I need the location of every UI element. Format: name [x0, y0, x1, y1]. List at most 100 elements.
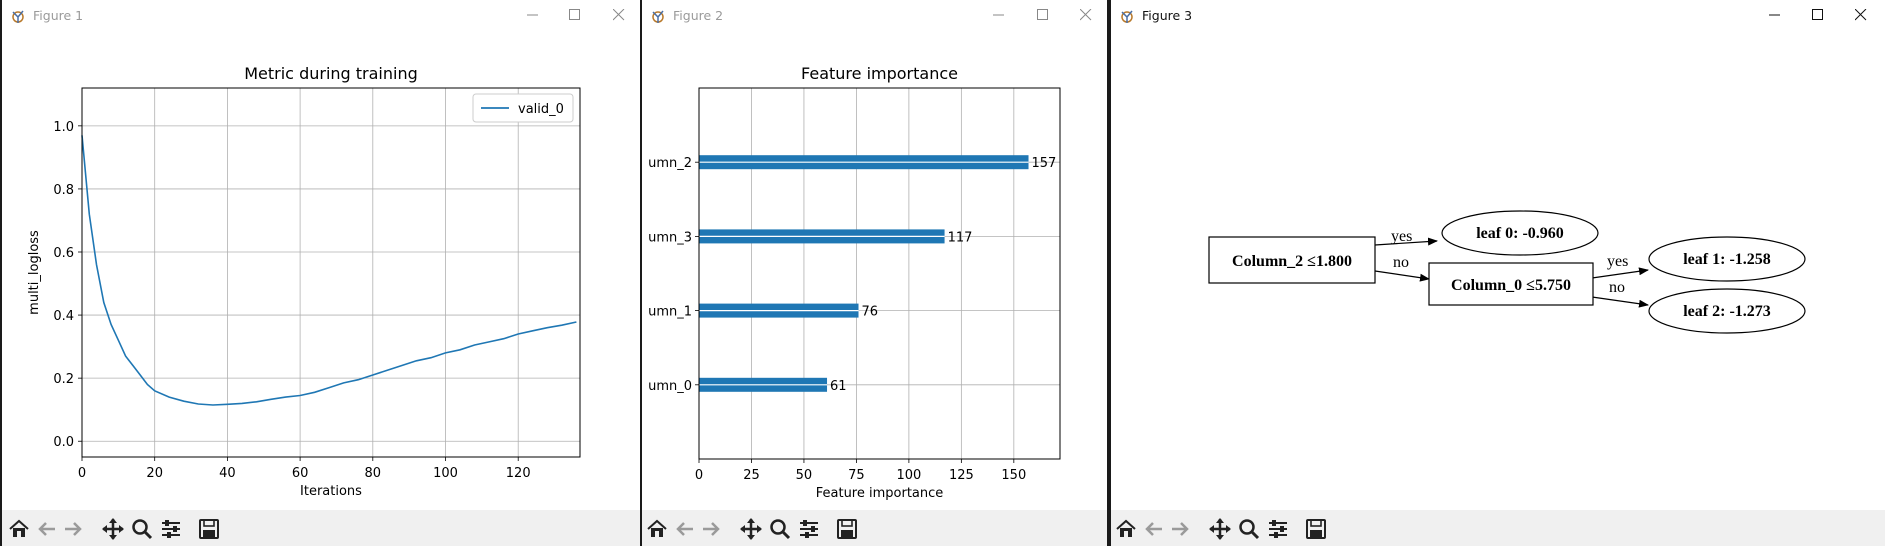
zoom-button[interactable]: [131, 518, 153, 540]
back-arrow-icon: [676, 522, 693, 536]
pan-button[interactable]: [102, 518, 124, 540]
forward-button[interactable]: [700, 518, 722, 540]
home-button[interactable]: [8, 518, 30, 540]
maximize-button[interactable]: [1801, 4, 1835, 26]
x-tick-label: 20: [146, 466, 163, 481]
bar-value-label: 157: [1032, 156, 1057, 171]
x-tick-label: 60: [292, 466, 309, 481]
window-title: Figure 2: [673, 8, 724, 23]
home-button[interactable]: [646, 518, 668, 540]
y-tick-label: umn_3: [648, 230, 692, 245]
forward-button[interactable]: [62, 518, 84, 540]
matplotlib-icon: [1121, 10, 1133, 23]
zoom-icon: [1239, 519, 1260, 540]
minimize-button[interactable]: [1758, 4, 1792, 26]
edge-label-no: no: [1609, 279, 1625, 296]
pan-icon: [1209, 518, 1231, 540]
configure-subplots-icon: [162, 520, 180, 538]
x-tick-label: 100: [896, 468, 921, 483]
back-button[interactable]: [36, 518, 58, 540]
x-tick-label: 40: [219, 466, 236, 481]
decision-tree-graph: yes no yes no Column_2 ≤1.800 Column_0 ≤…: [1208, 210, 1806, 334]
minimize-button[interactable]: [982, 4, 1016, 26]
split-node: [1428, 262, 1594, 306]
navigation-toolbar: [2, 510, 640, 546]
plot-canvas[interactable]: yes no yes no Column_2 ≤1.800 Column_0 ≤…: [1111, 30, 1885, 510]
chart-title: Feature importance: [801, 64, 958, 83]
close-button[interactable]: [1844, 4, 1878, 26]
legend: valid_0: [472, 93, 574, 123]
save-button[interactable]: [1305, 518, 1327, 540]
title-bar[interactable]: Figure 3: [1111, 0, 1885, 30]
y-tick-label: umn_0: [648, 379, 692, 394]
navigation-toolbar: [642, 510, 1107, 546]
forward-arrow-icon: [1172, 522, 1189, 536]
pan-icon: [740, 518, 762, 540]
save-button[interactable]: [836, 518, 858, 540]
close-button[interactable]: [602, 4, 636, 26]
pan-button[interactable]: [1209, 518, 1231, 540]
title-bar[interactable]: Figure 2: [642, 0, 1107, 30]
edge-yes-root: [1374, 237, 1438, 246]
x-axis-label: Feature importance: [816, 486, 944, 501]
configure-subplots-button[interactable]: [798, 518, 820, 540]
y-tick-label: 0.4: [53, 309, 74, 324]
edge-yes-split: [1591, 267, 1649, 279]
leaf-1-node: [1648, 236, 1806, 282]
figure-2-window[interactable]: Figure 2 0 25 50 75 100 125 150 umn_0 61 umn_1 76 u…: [642, 0, 1107, 546]
axes-frame: [698, 87, 1061, 460]
x-tick-label: 25: [743, 468, 760, 483]
plot-canvas[interactable]: 0 20 40 60 80 100 120 0.0 0.2 0.4 0.6 0.8 1.0 Metric …: [2, 30, 640, 510]
window-title: Figure 1: [33, 8, 84, 23]
configure-subplots-button[interactable]: [160, 518, 182, 540]
home-button[interactable]: [1115, 518, 1137, 540]
bar-value-label: 117: [948, 230, 973, 245]
root-split-label: Column_2 ≤1.800: [1232, 253, 1352, 270]
x-tick-label: 80: [365, 466, 382, 481]
maximize-button[interactable]: [1026, 4, 1060, 26]
configure-subplots-button[interactable]: [1267, 518, 1289, 540]
pan-icon: [102, 518, 124, 540]
zoom-button[interactable]: [1238, 518, 1260, 540]
y-tick-label: umn_2: [648, 156, 692, 171]
leaf-1-label: leaf 1: -1.258: [1683, 251, 1771, 268]
zoom-icon: [132, 519, 153, 540]
figure-3-window[interactable]: Figure 3 yes no yes no Column_2 ≤1.800: [1111, 0, 1885, 546]
back-button[interactable]: [674, 518, 696, 540]
maximize-button[interactable]: [558, 4, 592, 26]
legend-label-valid_0: valid_0: [518, 102, 564, 117]
y-tick-label: 0.0: [53, 435, 74, 450]
y-tick-label: 0.8: [53, 183, 74, 198]
x-axis-label: Iterations: [300, 484, 362, 499]
x-tick-label: 120: [506, 466, 531, 481]
minimize-button[interactable]: [516, 4, 550, 26]
save-button[interactable]: [198, 518, 220, 540]
split-node-label: Column_0 ≤5.750: [1451, 277, 1571, 294]
back-arrow-icon: [1145, 522, 1162, 536]
matplotlib-icon: [652, 10, 664, 23]
edge-no-root: [1374, 270, 1430, 282]
axes-frame: [81, 87, 581, 458]
plot-canvas[interactable]: 0 25 50 75 100 125 150 umn_0 61 umn_1 76 umn_3 117 um…: [642, 30, 1107, 510]
chart-title: Metric during training: [244, 64, 418, 83]
x-tick-label: 125: [949, 468, 974, 483]
x-tick-label: 0: [78, 466, 86, 481]
bar-value-label: 76: [862, 305, 879, 320]
x-tick-label: 150: [1001, 468, 1026, 483]
zoom-button[interactable]: [769, 518, 791, 540]
y-tick-label: 1.0: [53, 120, 74, 135]
back-button[interactable]: [1143, 518, 1165, 540]
home-icon: [1116, 519, 1136, 537]
pan-button[interactable]: [740, 518, 762, 540]
close-button[interactable]: [1069, 4, 1103, 26]
x-tick-label: 50: [796, 468, 813, 483]
forward-button[interactable]: [1169, 518, 1191, 540]
save-icon: [837, 519, 857, 539]
configure-subplots-icon: [800, 520, 818, 538]
figure-1-window[interactable]: Figure 1 0 20 40 60 80 100 120 0.0 0.2 0.4 0.6 0.8 1…: [2, 0, 640, 546]
title-bar[interactable]: Figure 1: [2, 0, 640, 30]
edge-label-yes: yes: [1607, 253, 1628, 270]
series-line-valid_0: [81, 135, 577, 406]
edge-no-split: [1591, 296, 1649, 308]
leaf-0-label: leaf 0: -0.960: [1476, 225, 1564, 242]
